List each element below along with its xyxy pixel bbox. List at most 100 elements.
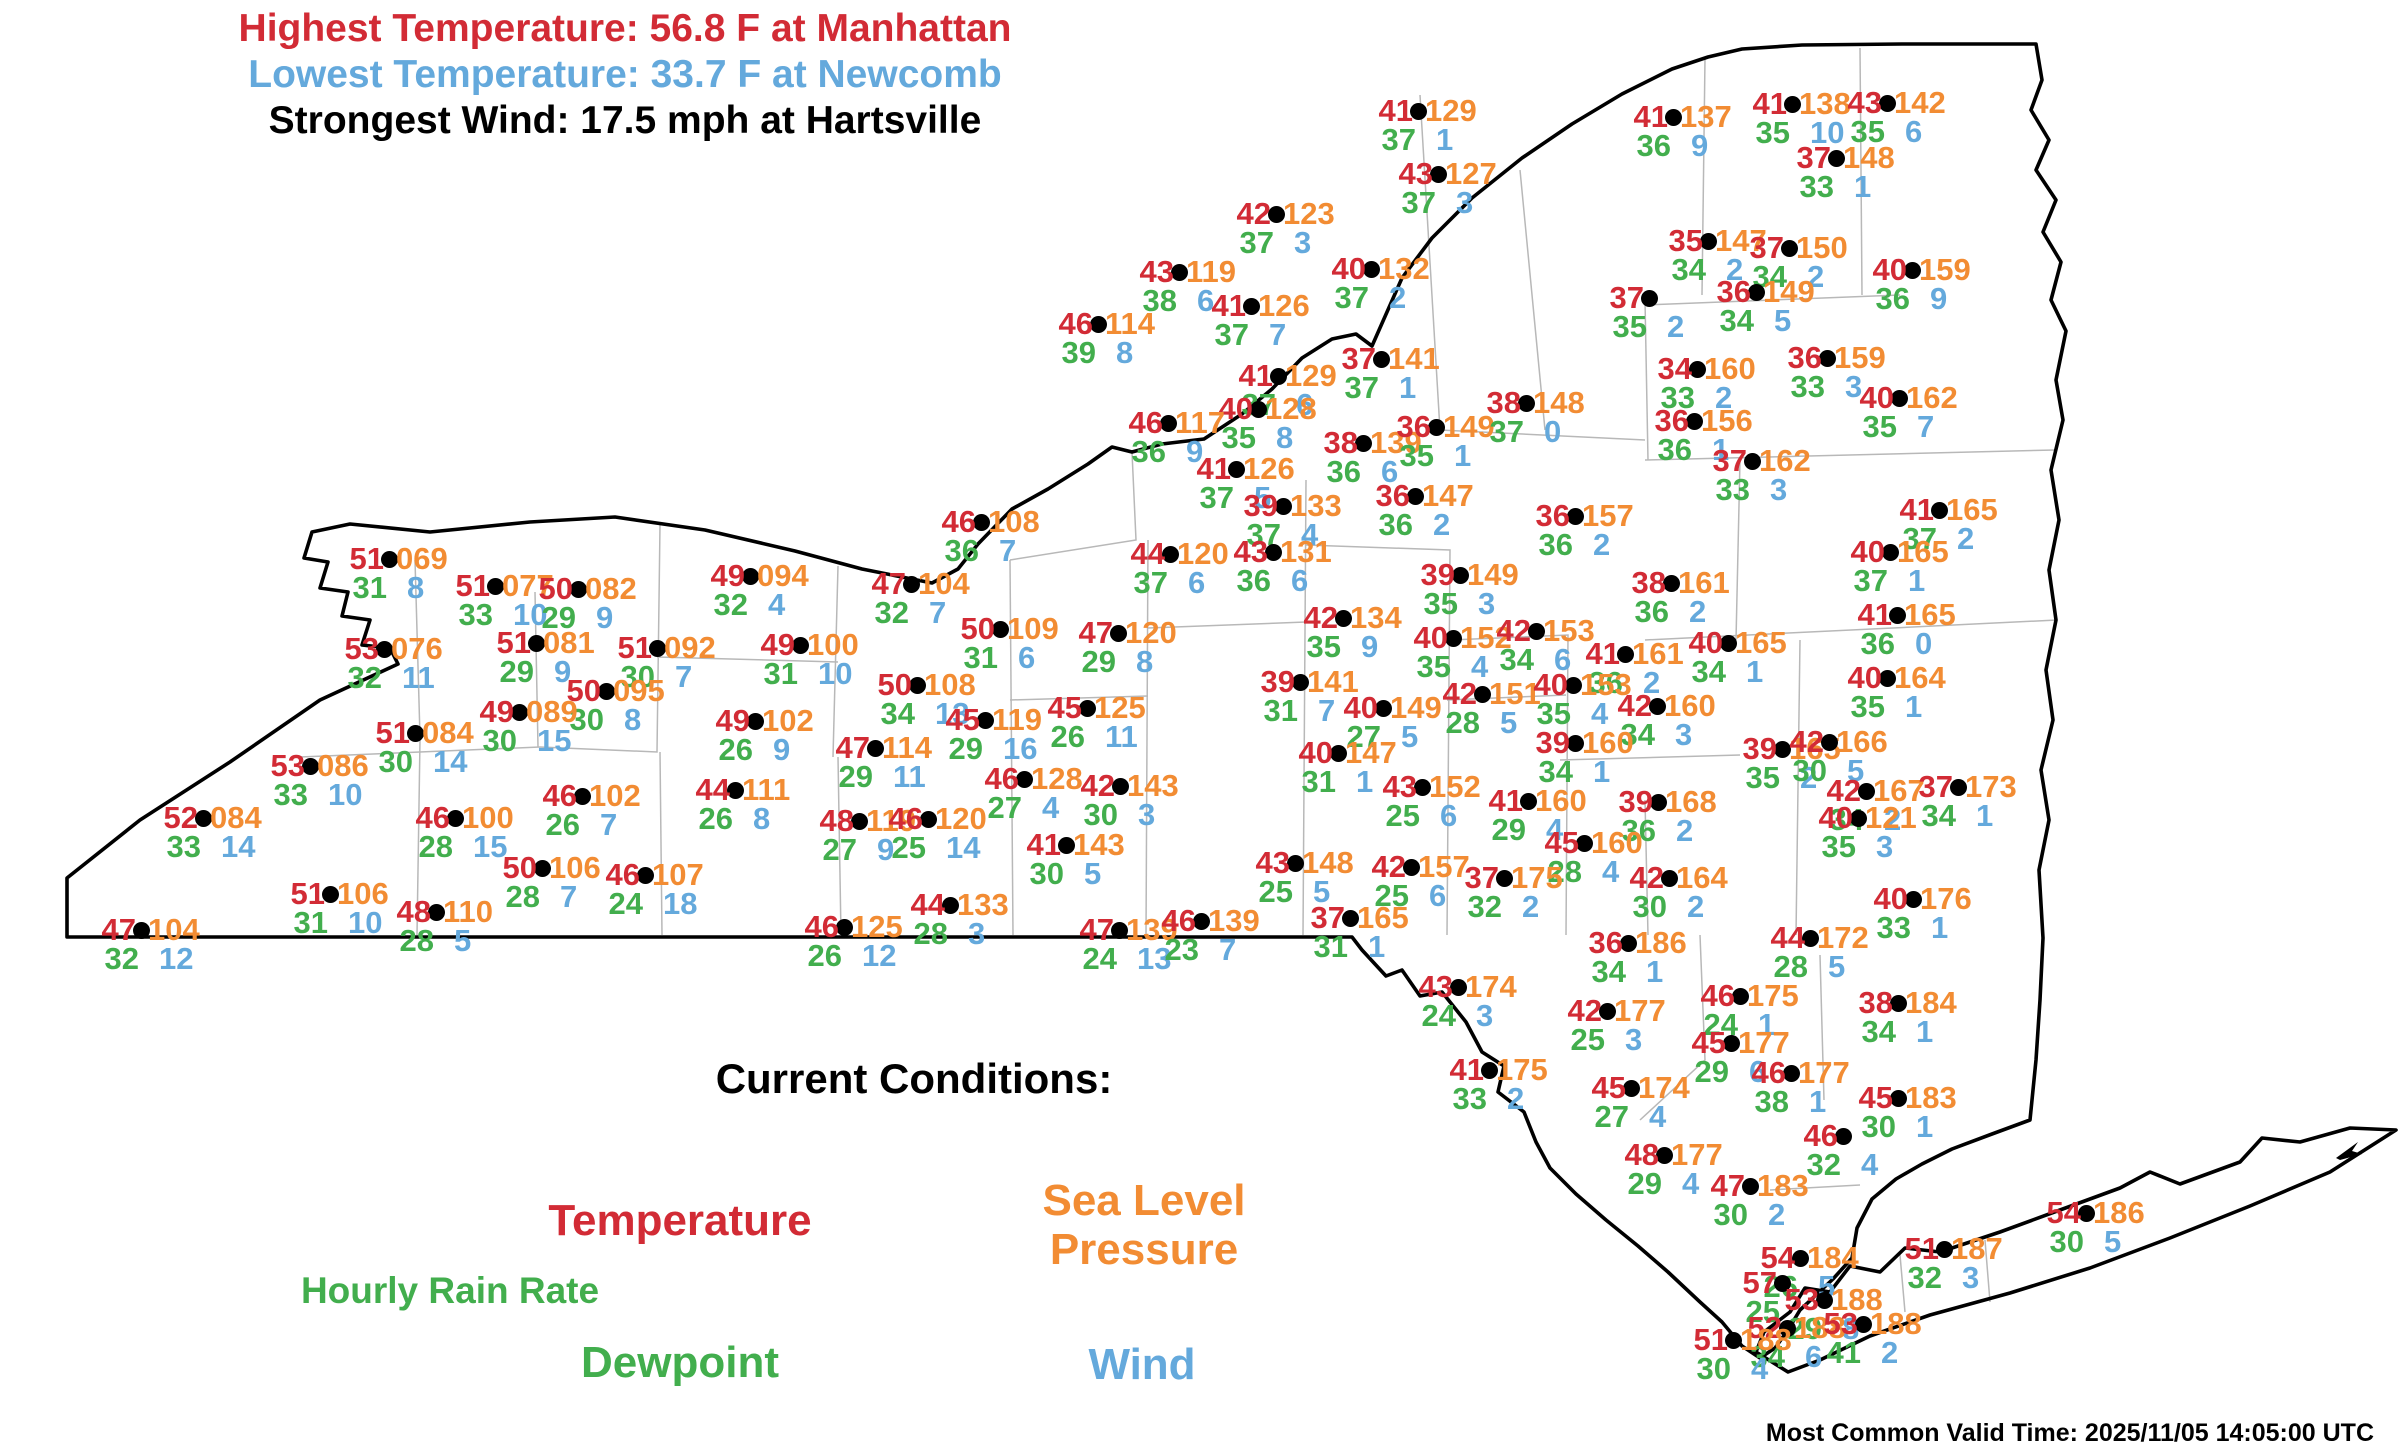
station-dewpoint: 24 [1703,1007,1738,1042]
station-dewpoint: 31 [1263,693,1298,728]
station-temperature: 40 [1847,660,1882,695]
station-temperature: 41 [1026,827,1061,862]
station-dewpoint: 33 [1876,910,1911,945]
station-dot [1656,1147,1673,1164]
station-temperature: 42 [1567,993,1602,1028]
station-dot [1335,610,1352,627]
station-dewpoint: 29 [499,654,534,689]
station-temperature: 49 [715,703,750,738]
station-wind: 6 [1188,565,1206,600]
station-wind: 4 [1301,517,1319,552]
station-wind: 6 [1805,1339,1823,1374]
station-sea-level-pressure: 120 [935,801,987,836]
station-wind: 1 [1931,910,1949,945]
station-dewpoint: 28 [505,879,540,914]
station-dot [1355,435,1372,452]
station-dewpoint: 36 [1636,128,1671,163]
station-wind: 3 [968,916,986,951]
station-dot [1689,361,1706,378]
county-lines [299,47,2058,1313]
station-dewpoint: 34 [1861,1014,1896,1049]
station-dewpoint: 30 [1632,889,1667,924]
station-wind: 13 [1137,941,1172,976]
station-dot [1112,778,1129,795]
station-sea-level-pressure: 126 [1243,451,1295,486]
station-wind: 8 [1116,335,1134,370]
station-dot [2078,1205,2095,1222]
station-dot [1079,700,1096,717]
station-dewpoint: 37 [1902,521,1937,556]
station-wind: 14 [221,829,256,864]
station-temperature: 37 [1749,230,1784,265]
station-sea-level-pressure: 081 [543,625,595,660]
station-dewpoint: 30 [378,744,413,779]
station-wind: 1 [1976,798,1994,833]
station-wind: 1 [1399,370,1417,405]
station-wind: 6 [1429,878,1447,913]
station-sea-level-pressure: 153 [1580,667,1632,702]
station-wind: 12 [159,941,194,976]
station-dewpoint: 33 [1790,369,1825,404]
station-sea-level-pressure: 104 [148,912,200,947]
station-temperature: 47 [101,912,136,947]
station-dewpoint: 31 [1313,929,1348,964]
station-sea-level-pressure: 153 [1543,613,1595,648]
station-dot [1445,630,1462,647]
station-temperature: 42 [1629,860,1664,895]
station-temperature: 38 [1631,565,1666,600]
station-dot [1243,298,1260,315]
station-dot [1835,1128,1852,1145]
station-temperature: 44 [1770,920,1805,955]
station-dewpoint: 34 [1921,798,1956,833]
station-temperature: 52 [1747,1310,1782,1345]
station-wind: 5 [1828,949,1846,984]
station-sea-level-pressure: 104 [918,566,970,601]
station-wind: 6 [1381,454,1399,489]
station-sea-level-pressure: 142 [1894,85,1946,120]
station-dot [487,578,504,595]
station-sea-level-pressure: 092 [664,630,716,665]
legend-sea-level-pressure: Sea Level Pressure [1019,1176,1269,1275]
station-temperature: 38 [1323,425,1358,460]
station-dot [977,712,994,729]
station-dot [836,919,853,936]
station-dot [1193,913,1210,930]
station-wind: 1 [1758,1007,1776,1042]
station-dewpoint: 36 [1634,594,1669,629]
station-temperature: 46 [1128,405,1163,440]
station-dewpoint: 30 [1713,1197,1748,1232]
station-dewpoint: 33 [1660,380,1695,415]
station-wind: 4 [1861,1147,1879,1182]
station-wind: 3 [1625,1022,1643,1057]
station-sea-level-pressure: 149 [1467,557,1519,592]
station-sea-level-pressure: 160 [1591,825,1643,860]
station-wind: 6 [1905,114,1923,149]
station-dewpoint: 25 [891,830,926,865]
station-wind: 4 [1682,1166,1700,1201]
station-sea-level-pressure: 141 [1388,341,1440,376]
station-dot [1650,794,1667,811]
station-wind: 3 [1294,225,1312,260]
station-dewpoint: 27 [1594,1099,1629,1134]
station-dot [1774,1275,1791,1292]
station-dewpoint: 30 [2049,1224,2084,1259]
station-temperature: 57 [1742,1265,1777,1300]
station-sea-level-pressure: 108 [988,504,1040,539]
station-temperature: 49 [710,558,745,593]
station-temperature: 41 [1585,636,1620,671]
station-dot [1931,502,1948,519]
station-dewpoint: 31 [1301,764,1336,799]
station-temperature: 45 [1544,825,1579,860]
station-dot [1665,109,1682,126]
station-temperature: 40 [1859,380,1894,415]
station-dot [1904,262,1921,279]
station-sea-level-pressure: 151 [1489,676,1541,711]
station-dewpoint: 32 [1907,1260,1942,1295]
station-dot [1649,698,1666,715]
station-dot [407,725,424,742]
station-temperature: 46 [1058,306,1093,341]
station-sea-level-pressure: 183 [1905,1080,1957,1115]
station-temperature: 45 [1691,1025,1726,1060]
station-dot [1403,859,1420,876]
station-dot [1111,922,1128,939]
